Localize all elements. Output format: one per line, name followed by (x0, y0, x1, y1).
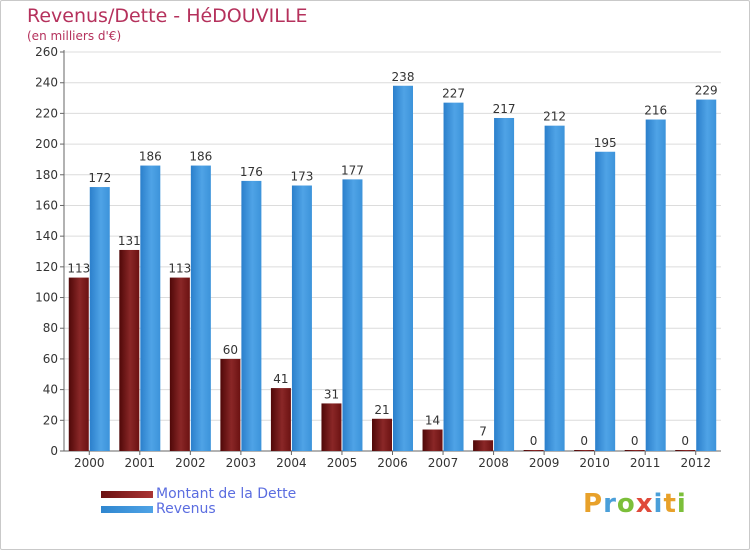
y-tick-label: 200 (35, 137, 58, 151)
legend-item-revenue: Revenus (101, 502, 296, 517)
debt-bar (321, 403, 342, 451)
y-tick-label: 220 (35, 106, 58, 120)
revenue-value-label: 173 (290, 170, 313, 184)
debt-bar (270, 388, 291, 451)
revenue-value-label: 176 (240, 165, 263, 179)
x-tick-label: 2004 (276, 456, 307, 470)
y-tick-label: 0 (50, 444, 58, 458)
debt-value-label: 0 (580, 434, 588, 448)
y-tick-label: 160 (35, 198, 58, 212)
x-tick-label: 2010 (579, 456, 610, 470)
y-tick-label: 120 (35, 260, 58, 274)
revenue-value-label: 217 (493, 102, 516, 116)
revenue-bar (494, 117, 515, 451)
y-tick-label: 40 (43, 383, 58, 397)
y-tick-label: 80 (43, 321, 58, 335)
debt-bar (119, 249, 140, 451)
revenue-value-label: 186 (189, 150, 212, 164)
debt-value-label: 41 (273, 372, 288, 386)
revenue-value-label: 216 (644, 104, 667, 118)
revenue-value-label: 238 (392, 70, 415, 84)
debt-value-label: 0 (530, 434, 538, 448)
debt-bar (523, 450, 544, 451)
revenue-bar (89, 187, 110, 452)
revenue-bar (595, 151, 616, 451)
chart-legend: Montant de la Dette Revenus (101, 487, 296, 517)
proxiti-logo-letter: t (663, 489, 677, 519)
y-tick-label: 60 (43, 352, 58, 366)
debt-value-label: 7 (479, 424, 487, 438)
debt-bar (624, 450, 645, 451)
debt-value-label: 31 (324, 387, 339, 401)
debt-value-label: 60 (223, 343, 238, 357)
x-tick-label: 2008 (478, 456, 509, 470)
revenue-value-label: 172 (88, 171, 111, 185)
y-tick-label: 180 (35, 168, 58, 182)
revenue-bar (696, 99, 717, 452)
chart-title: Revenus/Dette - HéDOUVILLE (27, 5, 308, 27)
revenue-value-label: 186 (139, 150, 162, 164)
proxiti-logo: Proxiti (583, 489, 687, 519)
legend-swatch-debt (101, 490, 153, 498)
legend-swatch-revenue (101, 505, 153, 513)
revenue-bar (140, 165, 161, 452)
x-tick-label: 2000 (74, 456, 105, 470)
legend-label-debt: Montant de la Dette (156, 486, 297, 502)
x-tick-label: 2001 (125, 456, 156, 470)
y-tick-label: 240 (35, 76, 58, 90)
revenue-bar (291, 185, 312, 451)
y-tick-label: 20 (43, 413, 58, 427)
debt-value-label: 113 (168, 262, 191, 276)
revenue-bar (241, 180, 262, 451)
x-tick-label: 2009 (529, 456, 560, 470)
debt-value-label: 21 (374, 403, 389, 417)
revenue-value-label: 227 (442, 87, 465, 101)
proxiti-logo-letter: P (583, 489, 604, 519)
x-tick-label: 2012 (680, 456, 711, 470)
revenue-bar (544, 125, 565, 452)
revenue-value-label: 195 (594, 136, 617, 150)
proxiti-logo-letter: x (635, 489, 654, 519)
debt-value-label: 0 (681, 434, 689, 448)
legend-label-revenue: Revenus (156, 501, 216, 517)
revenue-bar (190, 165, 211, 452)
debt-bar (675, 450, 696, 451)
x-tick-label: 2002 (175, 456, 206, 470)
x-tick-label: 2003 (226, 456, 257, 470)
x-tick-label: 2011 (630, 456, 661, 470)
debt-bar (220, 358, 241, 451)
revenue-value-label: 177 (341, 163, 364, 177)
x-tick-label: 2005 (327, 456, 358, 470)
revenue-value-label: 229 (695, 84, 718, 98)
revenue-value-label: 212 (543, 110, 566, 124)
debt-bar (68, 277, 89, 451)
chart-subtitle: (en milliers d'€) (27, 29, 122, 43)
debt-bar (372, 418, 392, 451)
revenue-bar (443, 102, 464, 452)
proxiti-logo-letter: o (616, 489, 636, 519)
y-tick-label: 260 (35, 45, 58, 59)
revenue-bar (645, 119, 666, 452)
proxiti-logo-letter: r (603, 489, 617, 519)
debt-bar (422, 429, 443, 451)
proxiti-logo-letter: i (653, 489, 664, 519)
revenue-bar (342, 179, 363, 451)
debt-bar (574, 450, 595, 451)
x-tick-label: 2007 (428, 456, 459, 470)
debt-bar (473, 440, 494, 451)
legend-item-debt: Montant de la Dette (101, 487, 296, 502)
revenue-bar (393, 85, 413, 451)
debt-value-label: 0 (631, 434, 639, 448)
debt-value-label: 14 (425, 414, 440, 428)
x-tick-label: 2006 (377, 456, 408, 470)
proxiti-logo-letter: i (676, 489, 687, 519)
y-tick-label: 100 (35, 291, 58, 305)
debt-value-label: 113 (67, 262, 90, 276)
y-tick-label: 140 (35, 229, 58, 243)
debt-bar (169, 277, 190, 451)
debt-value-label: 131 (118, 234, 141, 248)
